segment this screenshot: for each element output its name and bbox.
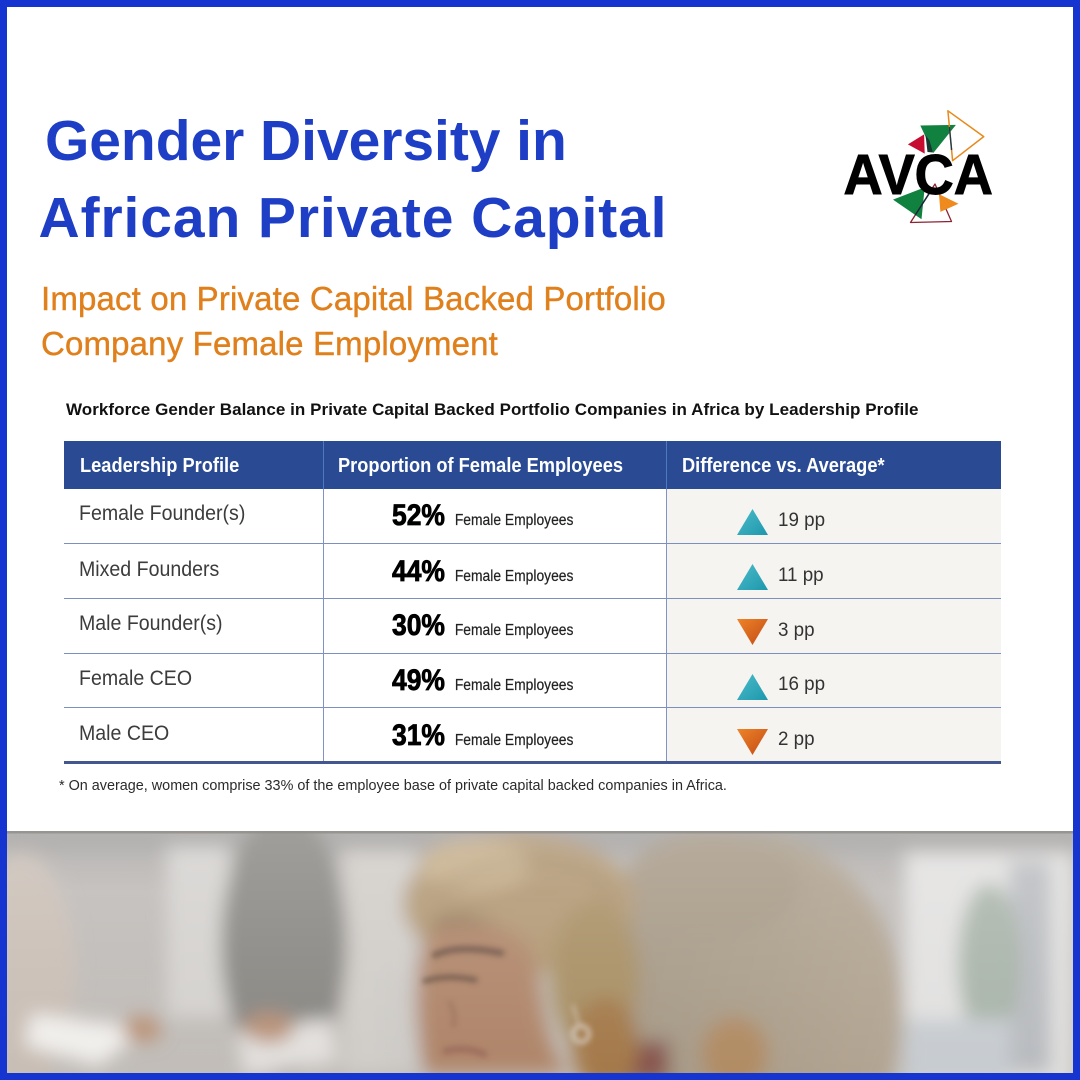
svg-text:AVCA: AVCA — [844, 143, 993, 207]
